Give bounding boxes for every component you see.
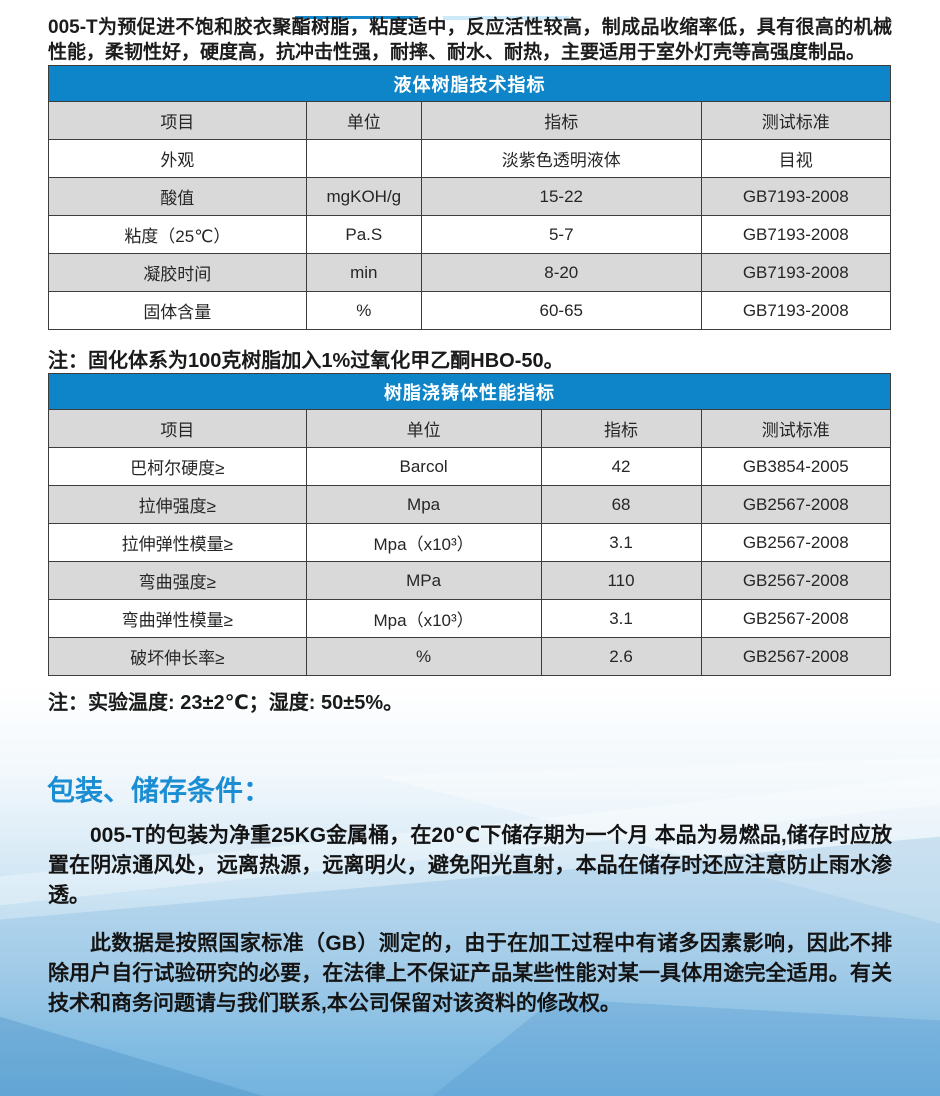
cell-standard: GB2567-2008 bbox=[700, 599, 892, 638]
cell-spec: 110 bbox=[540, 561, 702, 600]
table-header-row: 项目 单位 指标 测试标准 bbox=[48, 409, 892, 448]
col-header-item: 项目 bbox=[48, 101, 307, 140]
storage-conditions-heading: 包装、储存条件： bbox=[47, 775, 272, 806]
storage-paragraph-disclaimer: 此数据是按照国家标准（GB）测定的，由于在加工过程中有诸多因素影响，因此不排除用… bbox=[48, 932, 892, 1015]
cell-item: 凝胶时间 bbox=[48, 253, 307, 292]
cell-unit: % bbox=[305, 637, 542, 676]
cell-item: 弯曲强度≥ bbox=[48, 561, 307, 600]
cell-spec: 3.1 bbox=[540, 523, 702, 562]
cell-unit: Mpa（x10³） bbox=[305, 523, 542, 562]
table-row: 弯曲强度≥ MPa 110 GB2567-2008 bbox=[48, 561, 892, 600]
cell-standard: GB2567-2008 bbox=[700, 523, 892, 562]
cell-item: 破坏伸长率≥ bbox=[48, 637, 307, 676]
top-edge-remnant-bar bbox=[443, 16, 569, 20]
cell-standard: 目视 bbox=[700, 139, 892, 178]
cell-item: 弯曲弹性模量≥ bbox=[48, 599, 307, 638]
cell-standard: GB7193-2008 bbox=[700, 253, 892, 292]
table-title: 液体树脂技术指标 bbox=[48, 65, 891, 102]
cell-unit: Barcol bbox=[305, 447, 542, 486]
cell-unit: Mpa（x10³） bbox=[305, 599, 542, 638]
col-header-item: 项目 bbox=[48, 409, 307, 448]
table-row: 固体含量 % 60-65 GB7193-2008 bbox=[48, 291, 892, 330]
table-row: 外观 淡紫色透明液体 目视 bbox=[48, 139, 892, 178]
cell-item: 固体含量 bbox=[48, 291, 307, 330]
cell-unit: min bbox=[305, 253, 422, 292]
cell-standard: GB3854-2005 bbox=[700, 447, 892, 486]
table-row: 粘度（25℃） Pa.S 5-7 GB7193-2008 bbox=[48, 215, 892, 254]
cell-unit: mgKOH/g bbox=[305, 177, 422, 216]
cell-standard: GB7193-2008 bbox=[700, 177, 892, 216]
table-title: 树脂浇铸体性能指标 bbox=[48, 373, 891, 410]
cell-standard: GB7193-2008 bbox=[700, 291, 892, 330]
table-row: 弯曲弹性模量≥ Mpa（x10³） 3.1 GB2567-2008 bbox=[48, 599, 892, 638]
cell-standard: GB2567-2008 bbox=[700, 485, 892, 524]
casting-table-note: 注：实验温度: 23±2℃；湿度: 50±5%。 bbox=[48, 692, 404, 714]
cell-item: 巴柯尔硬度≥ bbox=[48, 447, 307, 486]
table-row: 拉伸弹性模量≥ Mpa（x10³） 3.1 GB2567-2008 bbox=[48, 523, 892, 562]
col-header-standard: 测试标准 bbox=[700, 409, 892, 448]
cell-standard: GB2567-2008 bbox=[700, 637, 892, 676]
cell-standard: GB7193-2008 bbox=[700, 215, 892, 254]
liquid-resin-spec-table: 液体树脂技术指标 项目 单位 指标 测试标准 外观 淡紫色透明液体 目视 酸值 … bbox=[48, 65, 892, 330]
col-header-unit: 单位 bbox=[305, 409, 542, 448]
cell-item: 外观 bbox=[48, 139, 307, 178]
cell-spec: 8-20 bbox=[420, 253, 702, 292]
col-header-spec: 指标 bbox=[420, 101, 702, 140]
product-intro-paragraph: 005-T为预促进不饱和胶衣聚酯树脂，粘度适中，反应活性较高，制成品收缩率低，具… bbox=[48, 17, 892, 63]
table-row: 破坏伸长率≥ % 2.6 GB2567-2008 bbox=[48, 637, 892, 676]
table-row: 酸值 mgKOH/g 15-22 GB7193-2008 bbox=[48, 177, 892, 216]
cell-spec: 60-65 bbox=[420, 291, 702, 330]
table-row: 拉伸强度≥ Mpa 68 GB2567-2008 bbox=[48, 485, 892, 524]
top-edge-remnant-line bbox=[295, 16, 418, 19]
casting-body-spec-table: 树脂浇铸体性能指标 项目 单位 指标 测试标准 巴柯尔硬度≥ Barcol 42… bbox=[48, 373, 892, 676]
liquid-table-note: 注：固化体系为100克树脂加入1%过氧化甲乙酮HBO-50。 bbox=[48, 350, 564, 372]
cell-unit bbox=[305, 139, 422, 178]
cell-spec: 42 bbox=[540, 447, 702, 486]
datasheet-content: 005-T为预促进不饱和胶衣聚酯树脂，粘度适中，反应活性较高，制成品收缩率低，具… bbox=[0, 16, 940, 1019]
cell-standard: GB2567-2008 bbox=[700, 561, 892, 600]
cell-unit: Pa.S bbox=[305, 215, 422, 254]
col-header-standard: 测试标准 bbox=[700, 101, 892, 140]
col-header-spec: 指标 bbox=[540, 409, 702, 448]
table-row: 凝胶时间 min 8-20 GB7193-2008 bbox=[48, 253, 892, 292]
cell-spec: 3.1 bbox=[540, 599, 702, 638]
cell-unit: % bbox=[305, 291, 422, 330]
cell-spec: 5-7 bbox=[420, 215, 702, 254]
storage-paragraph-packaging: 005-T的包装为净重25KG金属桶，在20℃下储存期为一个月 本品为易燃品,储… bbox=[48, 824, 892, 907]
cell-spec: 淡紫色透明液体 bbox=[420, 139, 702, 178]
cell-spec: 68 bbox=[540, 485, 702, 524]
col-header-unit: 单位 bbox=[305, 101, 422, 140]
cell-spec: 15-22 bbox=[420, 177, 702, 216]
cell-item: 粘度（25℃） bbox=[48, 215, 307, 254]
cell-item: 酸值 bbox=[48, 177, 307, 216]
table-row: 巴柯尔硬度≥ Barcol 42 GB3854-2005 bbox=[48, 447, 892, 486]
table-title-row: 液体树脂技术指标 bbox=[48, 65, 891, 102]
cell-item: 拉伸强度≥ bbox=[48, 485, 307, 524]
cell-unit: Mpa bbox=[305, 485, 542, 524]
cell-unit: MPa bbox=[305, 561, 542, 600]
table-title-row: 树脂浇铸体性能指标 bbox=[48, 373, 891, 410]
table-header-row: 项目 单位 指标 测试标准 bbox=[48, 101, 892, 140]
cell-spec: 2.6 bbox=[540, 637, 702, 676]
cell-item: 拉伸弹性模量≥ bbox=[48, 523, 307, 562]
